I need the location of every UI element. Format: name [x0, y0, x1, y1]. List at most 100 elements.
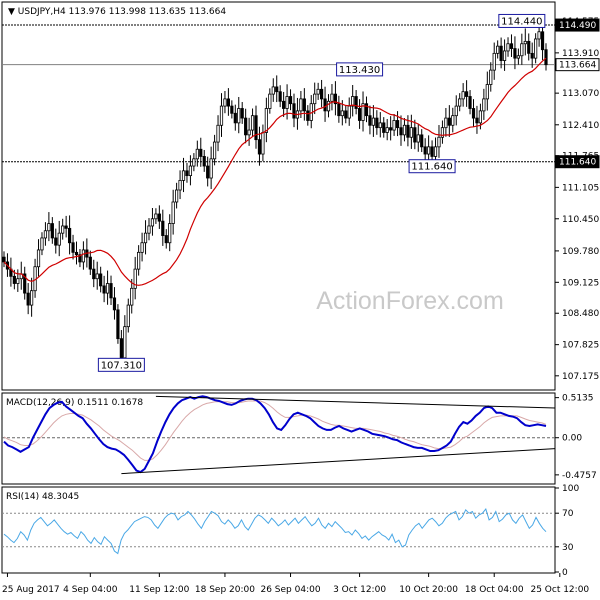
candle-body	[285, 96, 289, 109]
price-axis-label: 113.910	[562, 49, 599, 59]
candle-body	[337, 103, 341, 117]
candle-body	[534, 38, 538, 59]
candle-body	[354, 96, 358, 109]
macd-axis-label: 0.5135	[562, 394, 594, 404]
price-annotation-label: 107.310	[101, 360, 142, 371]
candle-body	[282, 100, 286, 109]
candle-body	[12, 275, 16, 284]
price-annotation-label: 113.430	[339, 65, 380, 76]
candle-body	[451, 115, 455, 126]
price-tag-box	[555, 155, 600, 169]
candle-body	[206, 165, 210, 179]
candle-body	[496, 45, 500, 54]
candle-body	[188, 165, 193, 177]
rsi-layer	[2, 507, 555, 555]
candle-body	[368, 115, 372, 126]
candle-body	[454, 105, 458, 117]
candle-body	[347, 105, 351, 119]
price-axis-label: 109.125	[562, 278, 599, 288]
candle-body	[119, 338, 123, 359]
candle-body	[492, 52, 496, 71]
candle-body	[271, 86, 275, 95]
watermark: ActionForex.com	[316, 287, 504, 315]
candle-body	[306, 110, 310, 121]
candle-body	[50, 223, 54, 239]
candle-body	[178, 180, 182, 191]
candle-body	[192, 158, 196, 167]
candle-body	[109, 283, 113, 299]
candle-body	[433, 146, 438, 157]
candle-body	[47, 223, 51, 232]
candle-body	[226, 98, 230, 107]
candle-body	[209, 158, 213, 179]
candle-body	[288, 96, 293, 105]
candle-body	[420, 134, 424, 148]
price-axis-label: 111.105	[562, 183, 599, 193]
candle-body	[240, 108, 244, 119]
price-panel-frame	[1, 1, 556, 391]
candle-body	[447, 117, 451, 126]
candle-body	[382, 122, 386, 133]
candle-body	[140, 242, 144, 253]
candle-body	[513, 48, 517, 59]
price-tag-box	[555, 58, 600, 72]
price-ohlc-readout: 113.976 113.998 113.635 113.664	[69, 7, 227, 17]
candle-body	[257, 139, 262, 155]
candle-body	[123, 326, 127, 359]
candle-body	[64, 225, 68, 229]
candle-body	[437, 136, 441, 148]
candle-body	[26, 292, 30, 306]
candle-body	[112, 297, 117, 311]
rsi-panel-title: RSI(14) 48.3045	[6, 492, 79, 502]
candle-body	[499, 45, 503, 61]
candle-body	[485, 84, 489, 100]
candle-body	[357, 108, 362, 121]
candle-body	[95, 273, 99, 280]
candle-body	[423, 146, 427, 155]
candle-body	[413, 127, 417, 143]
candle-body	[154, 213, 158, 220]
candle-body	[74, 251, 79, 256]
candle-body	[99, 273, 103, 287]
price-axis-label: 107.825	[562, 341, 599, 351]
moving-average-layer	[3, 57, 547, 286]
macd-signal-line	[3, 400, 547, 461]
candle-body	[43, 230, 48, 239]
candle-body	[351, 96, 355, 107]
candle-body	[444, 117, 448, 129]
candle-body	[395, 120, 400, 129]
title-triangle-icon: ▼	[8, 7, 15, 17]
candle-body	[540, 31, 545, 51]
price-annotation-box	[97, 357, 145, 372]
candle-body	[320, 88, 324, 100]
candle-body	[161, 220, 165, 236]
candle-body	[88, 256, 92, 270]
candle-body	[230, 105, 234, 114]
candle-body	[427, 146, 431, 155]
candle-body	[130, 287, 134, 306]
candle-body	[268, 93, 272, 109]
candle-body	[250, 115, 255, 131]
x-axis-label: 18 Oct 04:00	[465, 585, 524, 595]
candle-body	[102, 285, 106, 294]
candle-body	[202, 156, 206, 167]
candle-body	[409, 127, 413, 138]
candle-body	[275, 86, 279, 93]
candle-body	[489, 69, 493, 85]
price-annotation-box	[408, 159, 456, 174]
candle-body	[199, 148, 203, 157]
candle-body	[216, 124, 220, 143]
macd-trendline	[121, 448, 556, 475]
price-tag-label: 111.640	[559, 158, 596, 168]
candle-body	[330, 93, 334, 102]
candle-body	[333, 93, 338, 105]
rsi-axis-label: 100	[562, 484, 579, 494]
candle-body	[385, 127, 389, 133]
candle-body	[313, 93, 317, 105]
candle-body	[299, 98, 303, 112]
price-annotation-box	[498, 13, 546, 28]
candle-body	[36, 249, 41, 268]
candle-body	[389, 127, 393, 131]
candle-body	[181, 170, 186, 181]
candle-body	[326, 100, 331, 112]
